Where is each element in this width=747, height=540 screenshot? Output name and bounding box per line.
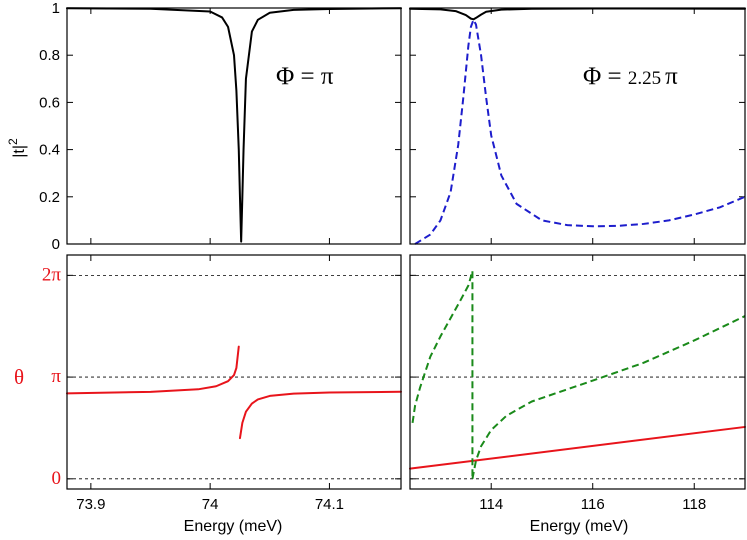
bottom_right-series-1-segment-0 bbox=[411, 271, 474, 424]
annotation-right-suffix: π bbox=[665, 63, 678, 90]
bottom_right-xtick-label-1: 116 bbox=[581, 496, 605, 513]
annotation-right-prefix: Φ = bbox=[583, 63, 628, 90]
top_left-series-0-segment-0 bbox=[66, 7, 402, 243]
bottom_left-ytick-label-0: 0 bbox=[52, 468, 62, 489]
plot-layer: 0 0.2 0.4 0.6 0.8 1 0 π 2π 73.9 74 74.1 114 116 118 bbox=[39, 0, 746, 513]
top-ylabel: |t|2 bbox=[6, 138, 28, 158]
bottom_left-xtick-label-2: 74.1 bbox=[315, 496, 344, 513]
bottom_right-series-0-segment-0 bbox=[409, 425, 746, 470]
top_right-series-0-segment-0 bbox=[409, 7, 746, 21]
top_left-frame bbox=[66, 7, 402, 245]
bottom-ylabel: θ bbox=[14, 365, 24, 389]
top_left-ytick-label-1: 0.2 bbox=[39, 189, 60, 206]
top-ylabel-exponent: 2 bbox=[6, 138, 20, 145]
top_left-ytick-label-5: 1 bbox=[52, 0, 60, 17]
bottom_right-series-1-segment-2 bbox=[471, 315, 746, 480]
x-axis-title-left: Energy (meV) bbox=[184, 518, 283, 535]
bottom_right-xtick-label-2: 118 bbox=[682, 496, 706, 513]
top-ylabel-base: |t| bbox=[11, 145, 28, 158]
bottom_right-xtick-label-0: 114 bbox=[479, 496, 503, 513]
bottom_right-frame bbox=[409, 254, 746, 490]
annotation-right: Φ = 2.25 π bbox=[583, 63, 678, 90]
annotation-right-value: 2.25 bbox=[628, 68, 661, 89]
bottom_left-frame bbox=[66, 254, 402, 490]
annotation-left: Φ = π bbox=[276, 63, 334, 90]
top_right-series-1-segment-0 bbox=[414, 18, 746, 245]
bottom_left-series-0-segment-1 bbox=[238, 390, 402, 440]
top_left-ytick-label-4: 0.8 bbox=[39, 47, 60, 64]
top_left-ytick-label-3: 0.6 bbox=[39, 94, 60, 111]
bottom_left-ytick-label-1: π bbox=[51, 366, 61, 387]
top_right-frame bbox=[409, 7, 746, 245]
bottom_left-xtick-label-0: 73.9 bbox=[76, 496, 105, 513]
bottom_left-xtick-label-1: 74 bbox=[202, 496, 219, 513]
x-axis-title-right: Energy (meV) bbox=[530, 518, 629, 535]
bottom_left-ytick-label-2: 2π bbox=[42, 264, 62, 285]
top_left-ytick-label-2: 0.4 bbox=[39, 142, 60, 159]
bottom_left-series-0-segment-0 bbox=[66, 345, 240, 395]
top_left-ytick-label-0: 0 bbox=[52, 236, 60, 253]
